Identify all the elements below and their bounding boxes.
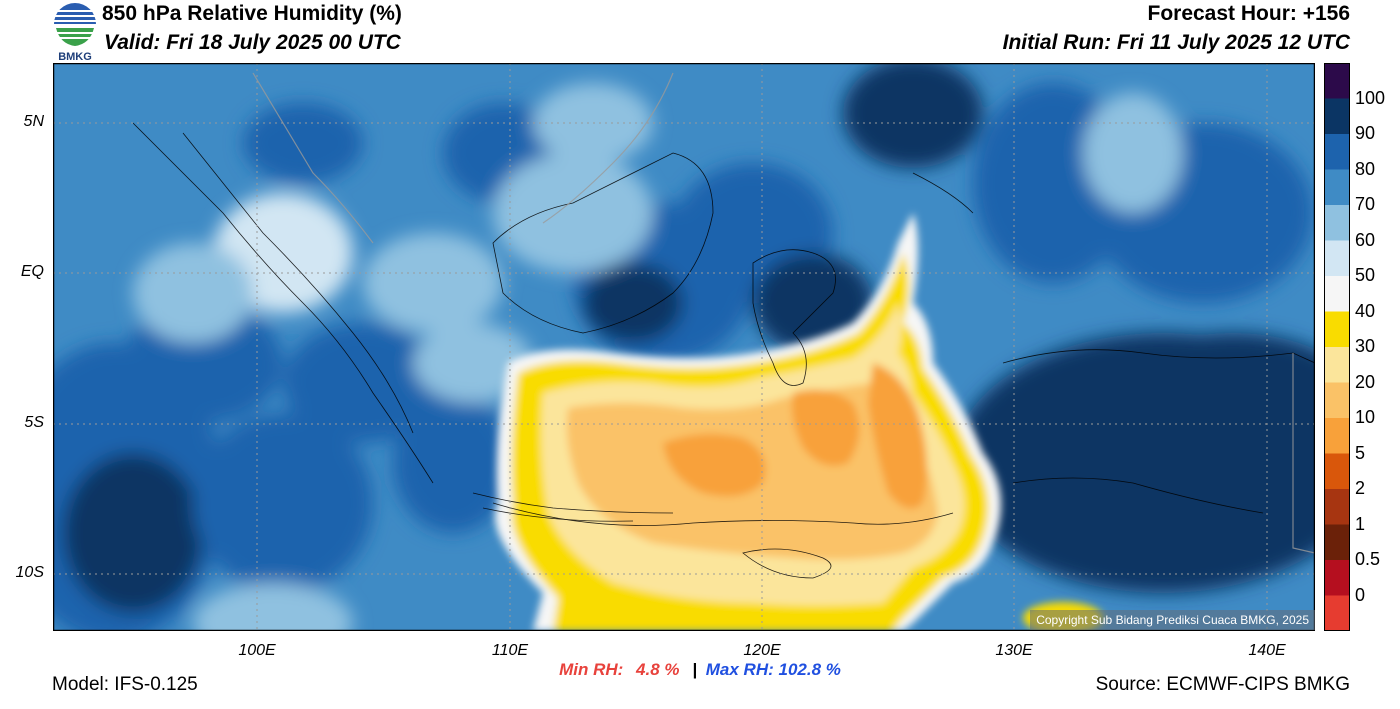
colorbar-swatch	[1324, 311, 1350, 348]
sumatra-coast	[132, 122, 434, 484]
sumba-coast	[742, 548, 832, 579]
colorbar-swatch	[1324, 98, 1350, 135]
lon-label-110e: 110E	[491, 642, 529, 659]
lon-label-120e: 120E	[743, 642, 781, 659]
colorbar-swatch	[1324, 560, 1350, 596]
colorbar-frame	[1324, 63, 1350, 631]
colorbar-label: 1	[1355, 513, 1366, 534]
copyright-notice: Copyright Sub Bidang Prediksi Cuaca BMKG…	[1030, 610, 1315, 630]
colorbar-label: 40	[1355, 300, 1376, 321]
nusa-tenggara-coast	[492, 502, 954, 526]
colorbar-swatch	[1324, 347, 1350, 383]
colorbar-label: 60	[1355, 229, 1376, 250]
min-rh-value: 4.8 %	[636, 660, 680, 679]
valid-time: Valid: Fri 18 July 2025 00 UTC	[104, 31, 401, 54]
lon-label-140e: 140E	[1248, 642, 1286, 659]
lon-label-130e: 130E	[995, 642, 1033, 659]
colorbar-swatch	[1324, 524, 1350, 561]
colorbar-label: 2	[1355, 478, 1366, 498]
bmkg-logo: BMKG	[50, 2, 100, 63]
logo-text: BMKG	[58, 51, 92, 62]
min-rh-label: Min RH:	[559, 660, 624, 679]
bmkg-logo-icon: BMKG	[54, 3, 96, 63]
model-info: Model: IFS-0.125	[52, 674, 198, 695]
colorbar-swatch	[1324, 453, 1350, 490]
rh-stats: Min RH: 4.8 % | Max RH: 102.8 %	[0, 660, 1400, 680]
max-rh-label: Max RH:	[705, 660, 774, 679]
sulawesi-coast	[752, 249, 836, 386]
humidity-map	[52, 62, 1316, 632]
colorbar-label: 70	[1355, 194, 1376, 214]
chart-title: 850 hPa Relative Humidity (%)	[102, 2, 402, 25]
colorbar-label: 20	[1355, 371, 1376, 392]
borneo-coast	[492, 152, 714, 334]
colorbar-label: 80	[1355, 158, 1376, 179]
colorbar-swatch	[1324, 169, 1350, 206]
map-frame	[52, 62, 1316, 632]
colorbar-swatch	[1324, 382, 1350, 419]
colorbar-label: 90	[1355, 123, 1376, 143]
lon-label-100e: 100E	[238, 642, 276, 659]
colorbar-swatch	[1324, 205, 1350, 241]
colorbar-swatch	[1324, 63, 1350, 99]
colorbar-label: 0.5	[1355, 549, 1381, 569]
stats-separator: |	[692, 660, 698, 679]
colorbar-swatch	[1324, 418, 1350, 454]
colorbar-label: 100	[1355, 87, 1386, 108]
colorbar-swatch	[1324, 276, 1350, 312]
colorbar-label: 0	[1355, 584, 1366, 605]
humidity-field	[52, 62, 1316, 632]
colorbar-swatch	[1324, 134, 1350, 170]
malay-border	[252, 72, 374, 244]
lat-label-5s: 5S	[24, 414, 44, 431]
colorbar-swatch	[1324, 489, 1350, 525]
max-rh-value: 102.8 %	[778, 660, 841, 679]
colorbar-label: 10	[1355, 407, 1376, 427]
forecast-hour: Forecast Hour: +156	[1147, 2, 1351, 25]
colorbar-swatch	[1324, 240, 1350, 277]
colorbar-label: 5	[1355, 442, 1366, 463]
initial-run: Initial Run: Fri 11 July 2025 12 UTC	[1002, 31, 1350, 54]
lat-label-5n: 5N	[23, 113, 44, 130]
lat-label-eq: EQ	[20, 263, 44, 280]
lat-label-10s: 10S	[15, 564, 44, 581]
colorbar	[1324, 63, 1350, 632]
colorbar-label: 50	[1355, 265, 1376, 285]
colorbar-swatch	[1324, 595, 1350, 632]
source-info: Source: ECMWF-CIPS BMKG	[1095, 674, 1350, 695]
colorbar-label: 30	[1355, 336, 1376, 356]
colorbar-swatches	[1324, 63, 1350, 632]
